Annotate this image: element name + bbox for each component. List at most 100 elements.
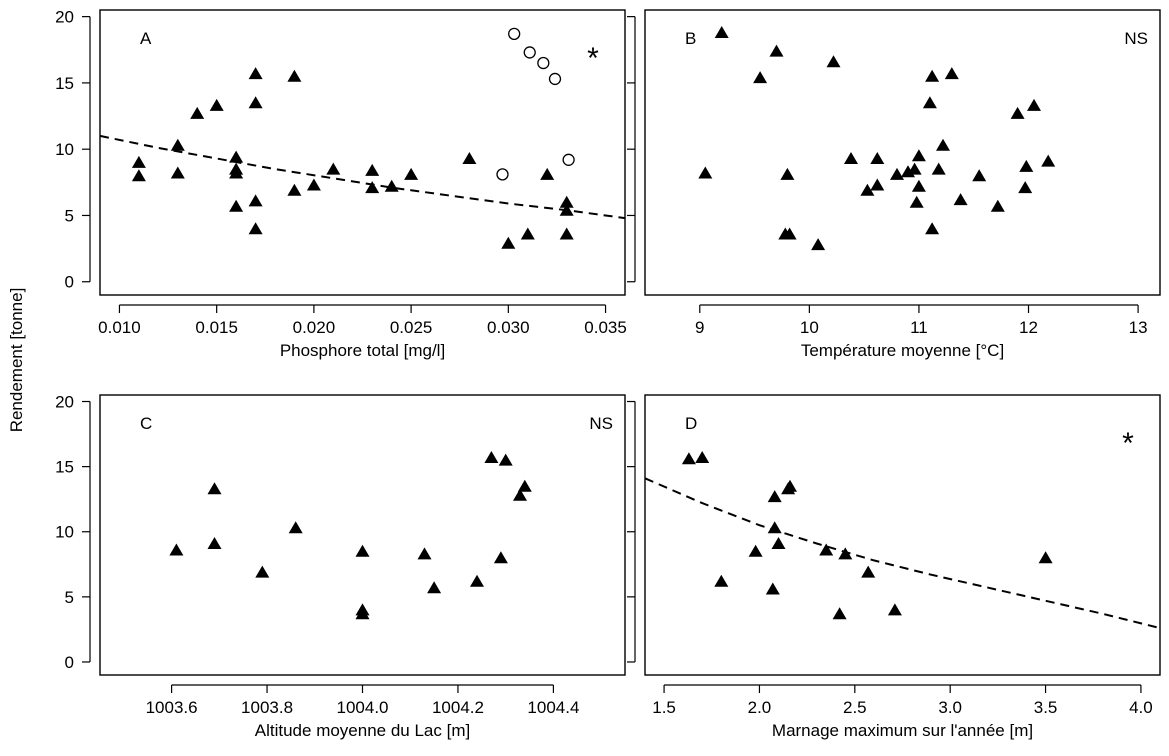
data-point-triangle (909, 195, 924, 208)
y-tick-label: 10 (55, 140, 74, 159)
x-axis-title: Marnage maximum sur l'année [m] (772, 721, 1033, 740)
x-tick-label: 2.5 (843, 698, 867, 717)
plot-frame (644, 394, 1161, 676)
data-point-triangle (753, 71, 768, 84)
data-point-triangle (925, 69, 940, 82)
data-point-triangle (832, 607, 847, 620)
x-tick-label: 9 (695, 318, 704, 337)
data-point-open-circle (508, 27, 521, 41)
panel-d: 1.5 2.0 2.5 3.0 3.5 4.0 Marnage maximum sur l'… (627, 394, 1161, 740)
panel-letter: C (140, 414, 152, 433)
data-point-triangle (870, 178, 885, 191)
data-point-open-circle (548, 72, 562, 86)
data-point-triangle (748, 544, 763, 557)
y-tick-label: 20 (55, 8, 74, 27)
y-tick-label: 0 (65, 653, 74, 672)
data-point-triangle (782, 227, 797, 240)
data-point-triangle (287, 69, 302, 82)
panel-letter: B (685, 29, 696, 48)
fit-line (99, 134, 626, 220)
data-point-triangle (931, 162, 946, 175)
data-point-triangle (384, 179, 399, 192)
y-tick-label: 10 (55, 523, 74, 542)
x-tick-label: 4.0 (1129, 698, 1153, 717)
data-point-triangle (229, 166, 244, 179)
data-point-triangle (1019, 159, 1034, 172)
x-axis-title: Phosphore total [mg/l] (280, 341, 445, 360)
x-tick-label: 1.5 (652, 698, 676, 717)
x-tick-label: 0.025 (390, 318, 433, 337)
data-point-triangle (826, 55, 841, 68)
data-point-triangle (427, 581, 442, 594)
y-tick-label: 5 (65, 206, 74, 225)
data-point-triangle (417, 547, 432, 560)
data-point-triangle (714, 26, 729, 38)
x-tick-label: 0.010 (98, 318, 141, 337)
data-point-triangle (559, 227, 574, 240)
panel-letter: D (685, 414, 697, 433)
data-point-triangle (944, 67, 959, 80)
plot-frame (644, 9, 1161, 296)
y-tick-label: 0 (65, 273, 74, 292)
x-tick-label: 1004.2 (432, 698, 484, 717)
data-point-triangle (131, 169, 146, 182)
x-axis-title: Température moyenne [°C] (801, 341, 1004, 360)
x-tick-label: 1003.8 (241, 698, 293, 717)
data-point-triangle (501, 236, 516, 249)
x-tick-label: 3.0 (938, 698, 962, 717)
data-point-triangle (887, 603, 902, 616)
data-point-triangle (811, 238, 826, 251)
data-point-open-circle (537, 56, 550, 70)
data-point-triangle (681, 452, 696, 465)
data-point-triangle (925, 222, 940, 235)
data-point-triangle (131, 155, 146, 168)
data-point-triangle (911, 179, 926, 192)
data-point-triangle (287, 183, 302, 196)
y-tick-label: 20 (55, 393, 74, 412)
data-point-triangle (207, 482, 222, 495)
y-axis-title: Rendement [tonne] (7, 288, 26, 433)
data-point-triangle (170, 138, 185, 151)
x-tick-label: 0.015 (195, 318, 238, 337)
data-point-triangle (907, 162, 922, 175)
y-tick-label: 15 (55, 458, 74, 477)
data-point-triangle (404, 167, 419, 180)
data-point-triangle (248, 96, 263, 109)
plot-frame (99, 9, 626, 296)
data-point-triangle (517, 479, 532, 492)
data-point-open-circle (496, 168, 509, 181)
data-point-triangle (765, 582, 780, 595)
data-point-triangle (248, 67, 263, 80)
data-point-triangle (780, 167, 795, 180)
data-point-triangle (248, 222, 263, 235)
data-point-triangle (922, 96, 937, 109)
data-point-triangle (190, 106, 205, 119)
data-point-triangle (972, 169, 987, 182)
data-point-triangle (844, 152, 858, 164)
x-tick-label: 12 (1019, 318, 1038, 337)
data-point-triangle (769, 44, 784, 57)
data-point-triangle (911, 149, 926, 162)
x-tick-label: 0.035 (584, 318, 627, 337)
data-point-triangle (771, 537, 786, 549)
x-tick-label: 2.0 (748, 698, 772, 717)
x-tick-label: 3.5 (1034, 698, 1058, 717)
data-point-triangle (1041, 154, 1056, 167)
x-tick-label: 0.030 (487, 318, 530, 337)
x-axis-title: Altitude moyenne du Lac [m] (255, 721, 470, 740)
panel-letter: A (140, 29, 152, 48)
data-point-triangle (306, 178, 321, 191)
data-point-triangle (819, 543, 834, 556)
data-point-triangle (936, 138, 950, 151)
data-point-triangle (229, 150, 244, 163)
data-point-open-circle (523, 46, 536, 59)
x-tick-label: 10 (800, 318, 819, 337)
data-point-triangle (462, 152, 477, 164)
data-point-triangle (890, 167, 904, 180)
data-point-triangle (1038, 551, 1053, 564)
data-point-triangle (326, 162, 341, 175)
data-point-triangle (513, 488, 527, 501)
data-point-triangle (860, 183, 875, 196)
data-point-triangle (209, 98, 224, 111)
